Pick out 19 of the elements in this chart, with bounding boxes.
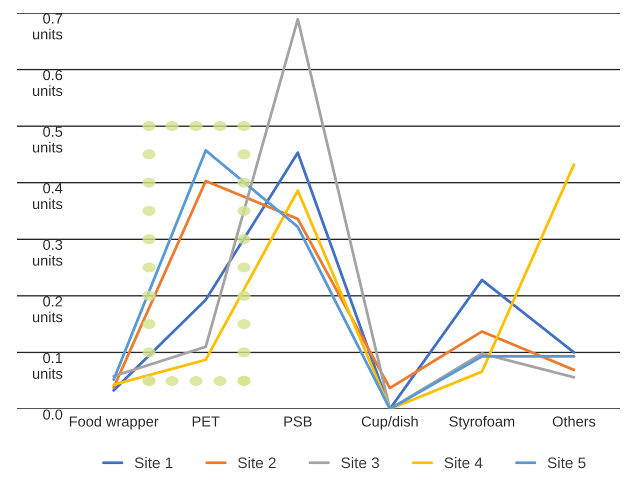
legend-label: Site 2 — [238, 457, 276, 468]
y-tick-label: 0.1 units — [32, 352, 62, 379]
x-tick-label: Cup/dish — [362, 416, 418, 430]
y-tick-label: 0.7 units — [32, 13, 62, 40]
x-tick-label: PSB — [284, 416, 312, 427]
legend-label: Site 3 — [341, 457, 379, 468]
y-tick-label: 0.3 units — [32, 240, 62, 266]
y-tick-label: 0.5 units — [32, 126, 62, 153]
y-tick-label: 0.0 — [43, 409, 62, 420]
y-tick-label: 0.4 units — [32, 183, 62, 210]
x-tick-label: PET — [192, 416, 220, 427]
legend-label: Site 5 — [548, 457, 586, 468]
x-tick-label: Styrofoam — [449, 416, 514, 430]
legend-label: Site 1 — [134, 457, 172, 468]
y-tick-label: 0.2 units — [32, 296, 62, 322]
y-tick-label: 0.6 units — [32, 70, 62, 96]
x-tick-label: Others — [552, 416, 596, 427]
legend-label: Site 4 — [444, 457, 482, 468]
x-tick-label: Food wrapper — [70, 416, 158, 430]
